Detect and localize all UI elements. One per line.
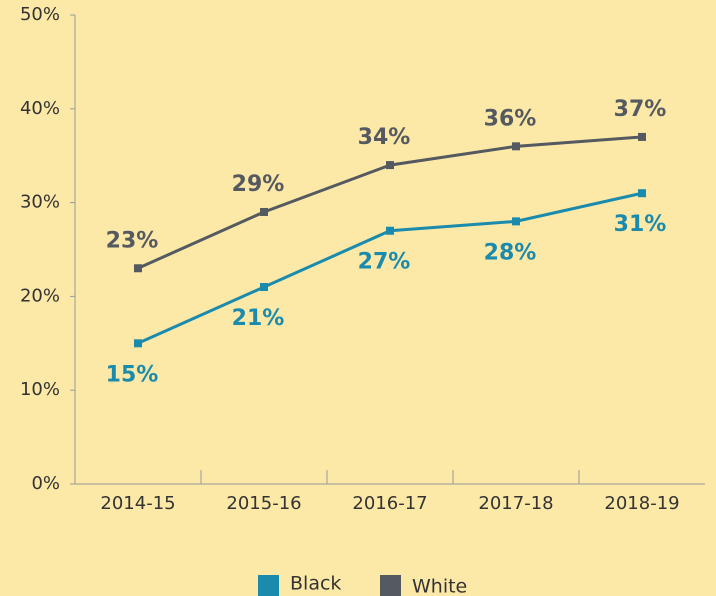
y-tick-label: 30% [20,192,60,213]
data-label: 21% [232,306,285,331]
point [134,339,142,348]
point [386,226,394,235]
point [512,217,520,226]
data-label: 34% [358,125,411,150]
y-tick-label: 40% [20,98,60,119]
y-tick-label: 20% [20,285,60,306]
x-tick-label: 2018-19 [604,493,679,514]
data-label: 27% [358,250,411,275]
data-label: 23% [106,228,159,253]
point [638,132,646,141]
point [134,264,142,273]
legend-label: White [412,576,467,596]
data-label: 28% [484,240,537,265]
data-label: 31% [614,212,667,237]
point [638,189,646,198]
y-tick-label: 50% [20,4,60,25]
series-line [137,135,643,270]
data-label: 36% [484,106,537,131]
data-label: 37% [614,97,667,122]
x-tick-label: 2015-16 [226,493,301,514]
y-tick-label: 0% [31,473,60,494]
legend-label: Black [290,573,341,595]
point [260,283,268,292]
legend-swatch [258,575,279,596]
x-tick-label: 2014-15 [100,493,175,514]
point [260,207,268,216]
x-tick-label: 2016-17 [352,493,427,514]
x-tick-label: 2017-18 [478,493,553,514]
data-label: 15% [106,362,159,387]
data-label: 29% [232,172,285,197]
y-tick-label: 10% [20,379,60,400]
point [386,161,394,170]
point [512,142,520,151]
legend-swatch [380,575,401,596]
